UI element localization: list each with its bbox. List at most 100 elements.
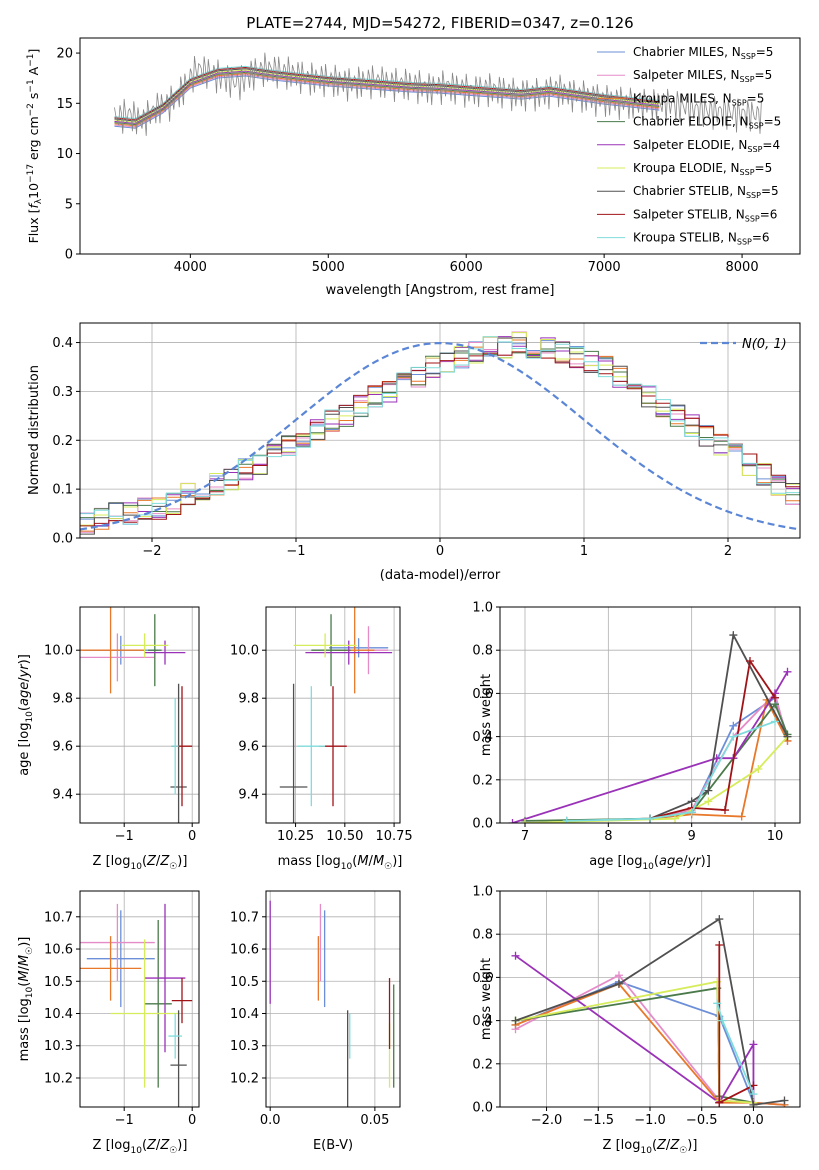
age-weight-marker-5 — [754, 765, 763, 773]
residuals-xtick-label: 1 — [580, 544, 588, 559]
residuals-ytick-label: 0.1 — [52, 483, 73, 498]
z-age-ytick-label: 9.8 — [52, 692, 73, 707]
spectrum-ytick-label: 10 — [56, 147, 73, 162]
age-weight-ytick-label: 1.0 — [472, 601, 493, 616]
z-age-xtick-label: 0 — [188, 829, 196, 844]
legend-label-5: Kroupa ELODIE, NSSP=5 — [633, 161, 772, 177]
age-weight-xtick-label: 10 — [767, 829, 784, 844]
residuals-xtick-label: −1 — [286, 544, 305, 559]
z-weight-ytick-label: 1.0 — [472, 885, 493, 900]
age-weight-xtick-label: 8 — [604, 829, 612, 844]
z-mass-panel: −1 0 10.2 10.3 10.4 10.5 10.6 10.7 Z [log10(Z/Z☉… — [17, 890, 200, 1156]
legend-label-3: Chabrier ELODIE, NSSP=5 — [633, 115, 781, 131]
figure-title: PLATE=2744, MJD=54272, FIBERID=0347, z=0… — [246, 14, 633, 32]
age-weight-xtick-label: 9 — [688, 829, 696, 844]
z-weight-xlabel: Z [log10(Z/Z☉)] — [603, 1138, 698, 1156]
ebv-mass-xlabel: E(B-V) — [313, 1138, 353, 1153]
age-weight-marks — [508, 631, 792, 823]
z-weight-line-4 — [514, 955, 755, 1104]
z-weight-marker-7 — [749, 1081, 758, 1090]
spectrum-xtick-label: 8000 — [726, 260, 759, 275]
mass-age-frame — [265, 606, 401, 824]
mass-age-xtick-label: 10.75 — [375, 829, 412, 844]
residuals-xtick-label: −2 — [142, 544, 161, 559]
residuals-frame — [79, 322, 801, 539]
z-weight-marker-6 — [780, 1096, 789, 1105]
z-age-frame — [79, 606, 200, 824]
spectrum-ytick-label: 5 — [65, 197, 73, 212]
age-weight-xlabel: age [log10(age/yr)] — [589, 854, 711, 872]
z-weight-marker-1 — [614, 971, 623, 980]
ebv-mass-ytick-label: 10.2 — [230, 1071, 259, 1086]
z-weight-xtick-label: −1.5 — [582, 1113, 614, 1128]
age-weight-marker-2 — [737, 812, 746, 821]
age-weight-marker-5 — [671, 814, 679, 823]
z-mass-plot-area — [80, 891, 199, 1107]
age-weight-ytick-label: 0.8 — [472, 644, 493, 659]
age-weight-marker-4 — [508, 819, 517, 823]
age-weight-marker-4 — [783, 667, 792, 676]
normal-legend-label: N(0, 1) — [742, 337, 787, 352]
z-weight-marker-6 — [715, 915, 724, 924]
legend-label-4: Salpeter ELODIE, NSSP=4 — [633, 138, 780, 154]
z-mass-ytick-label: 10.6 — [44, 943, 73, 958]
residuals-xlabel: (data-model)/error — [380, 568, 501, 583]
hist-series-7 — [80, 351, 800, 538]
legend-label-0: Chabrier MILES, NSSP=5 — [633, 45, 773, 61]
ebv-mass-frame — [265, 890, 401, 1108]
age-weight-ytick-label: 0.4 — [472, 730, 493, 745]
z-age-ylabel: age [log10(age/yr)] — [17, 654, 35, 776]
spectrum-frame — [79, 37, 801, 255]
z-mass-xtick-label: 0 — [188, 1113, 196, 1128]
age-weight-panel: 7 8 9 10 0.0 0.2 0.4 0.6 0.8 1.0 age [log10(age/yr… — [472, 601, 801, 872]
residuals-xtick-label: 2 — [724, 544, 732, 559]
mass-age-xtick-label: 10.25 — [277, 829, 314, 844]
z-mass-xtick-label: −1 — [115, 1113, 134, 1128]
z-age-ytick-label: 9.6 — [52, 740, 73, 755]
mass-age-marks — [279, 607, 393, 823]
age-weight-marker-6 — [729, 631, 738, 640]
spectrum-ytick-label: 20 — [56, 47, 73, 62]
spectrum-plot-area — [80, 38, 800, 254]
age-weight-ylabel: mass weight — [479, 674, 494, 756]
z-weight-marker-6 — [614, 979, 623, 988]
residuals-marks — [80, 331, 800, 538]
z-mass-ytick-label: 10.3 — [44, 1039, 73, 1054]
legend-label-7: Salpeter STELIB, NSSP=6 — [633, 207, 777, 223]
z-weight-ylabel: mass weight — [479, 958, 494, 1040]
age-weight-marker-8 — [646, 814, 654, 823]
z-weight-marker-8 — [718, 1016, 727, 1025]
residuals-ytick-label: 0.2 — [52, 434, 73, 449]
residuals-ytick-label: 0.0 — [52, 532, 73, 547]
ebv-mass-xtick-label: 0.0 — [260, 1113, 281, 1128]
z-weight-marker-7 — [715, 1098, 724, 1107]
z-weight-ytick-label: 0.0 — [472, 1101, 493, 1116]
spectrum-xtick-label: 4000 — [174, 260, 207, 275]
z-age-xlabel: Z [log10(Z/Z☉)] — [93, 854, 188, 872]
z-mass-ylabel: mass [log10(M/M☉)] — [17, 937, 35, 1062]
residuals-ytick-label: 0.3 — [52, 385, 73, 400]
age-weight-marker-0 — [729, 721, 738, 730]
z-age-panel: −1 0 9.4 9.6 9.8 10.0 Z [log10(Z/Z☉)] age [log1… — [17, 606, 200, 872]
ebv-mass-ytick-label: 10.7 — [230, 910, 259, 925]
spectrum-xtick-label: 7000 — [588, 260, 621, 275]
age-weight-frame — [499, 606, 801, 824]
z-weight-ytick-label: 0.8 — [472, 928, 493, 943]
age-weight-marker-8 — [562, 816, 571, 823]
spectrum-xlabel: wavelength [Angstrom, rest frame] — [326, 283, 555, 298]
spectrum-ytick-label: 15 — [56, 97, 73, 112]
legend-label-2: Kroupa MILES, NSSP=5 — [633, 91, 764, 107]
z-mass-ytick-label: 10.4 — [44, 1007, 73, 1022]
spectrum-data-line — [114, 52, 762, 136]
z-weight-marker-4 — [749, 1040, 758, 1049]
residuals-xtick-label: 0 — [436, 544, 444, 559]
residuals-panel: −2 −1 0 1 2 0.0 0.1 0.2 0.3 0.4 N(0, 1) (data-model… — [27, 322, 801, 583]
mass-age-xtick-label: 10.50 — [326, 829, 363, 844]
mass-age-xlabel: mass [log10(M/M☉)] — [278, 854, 403, 872]
age-weight-marker-5 — [704, 797, 713, 806]
z-weight-panel: −2.0 −1.5 −1.0 −0.5 0.0 0.0 0.2 0.4 0.6 0.8 1.0 Z [… — [472, 885, 801, 1156]
z-age-marks — [80, 607, 193, 823]
z-weight-marker-8 — [749, 1090, 758, 1099]
ebv-mass-ytick-label: 10.5 — [230, 975, 259, 990]
age-weight-marker-7 — [746, 657, 754, 665]
